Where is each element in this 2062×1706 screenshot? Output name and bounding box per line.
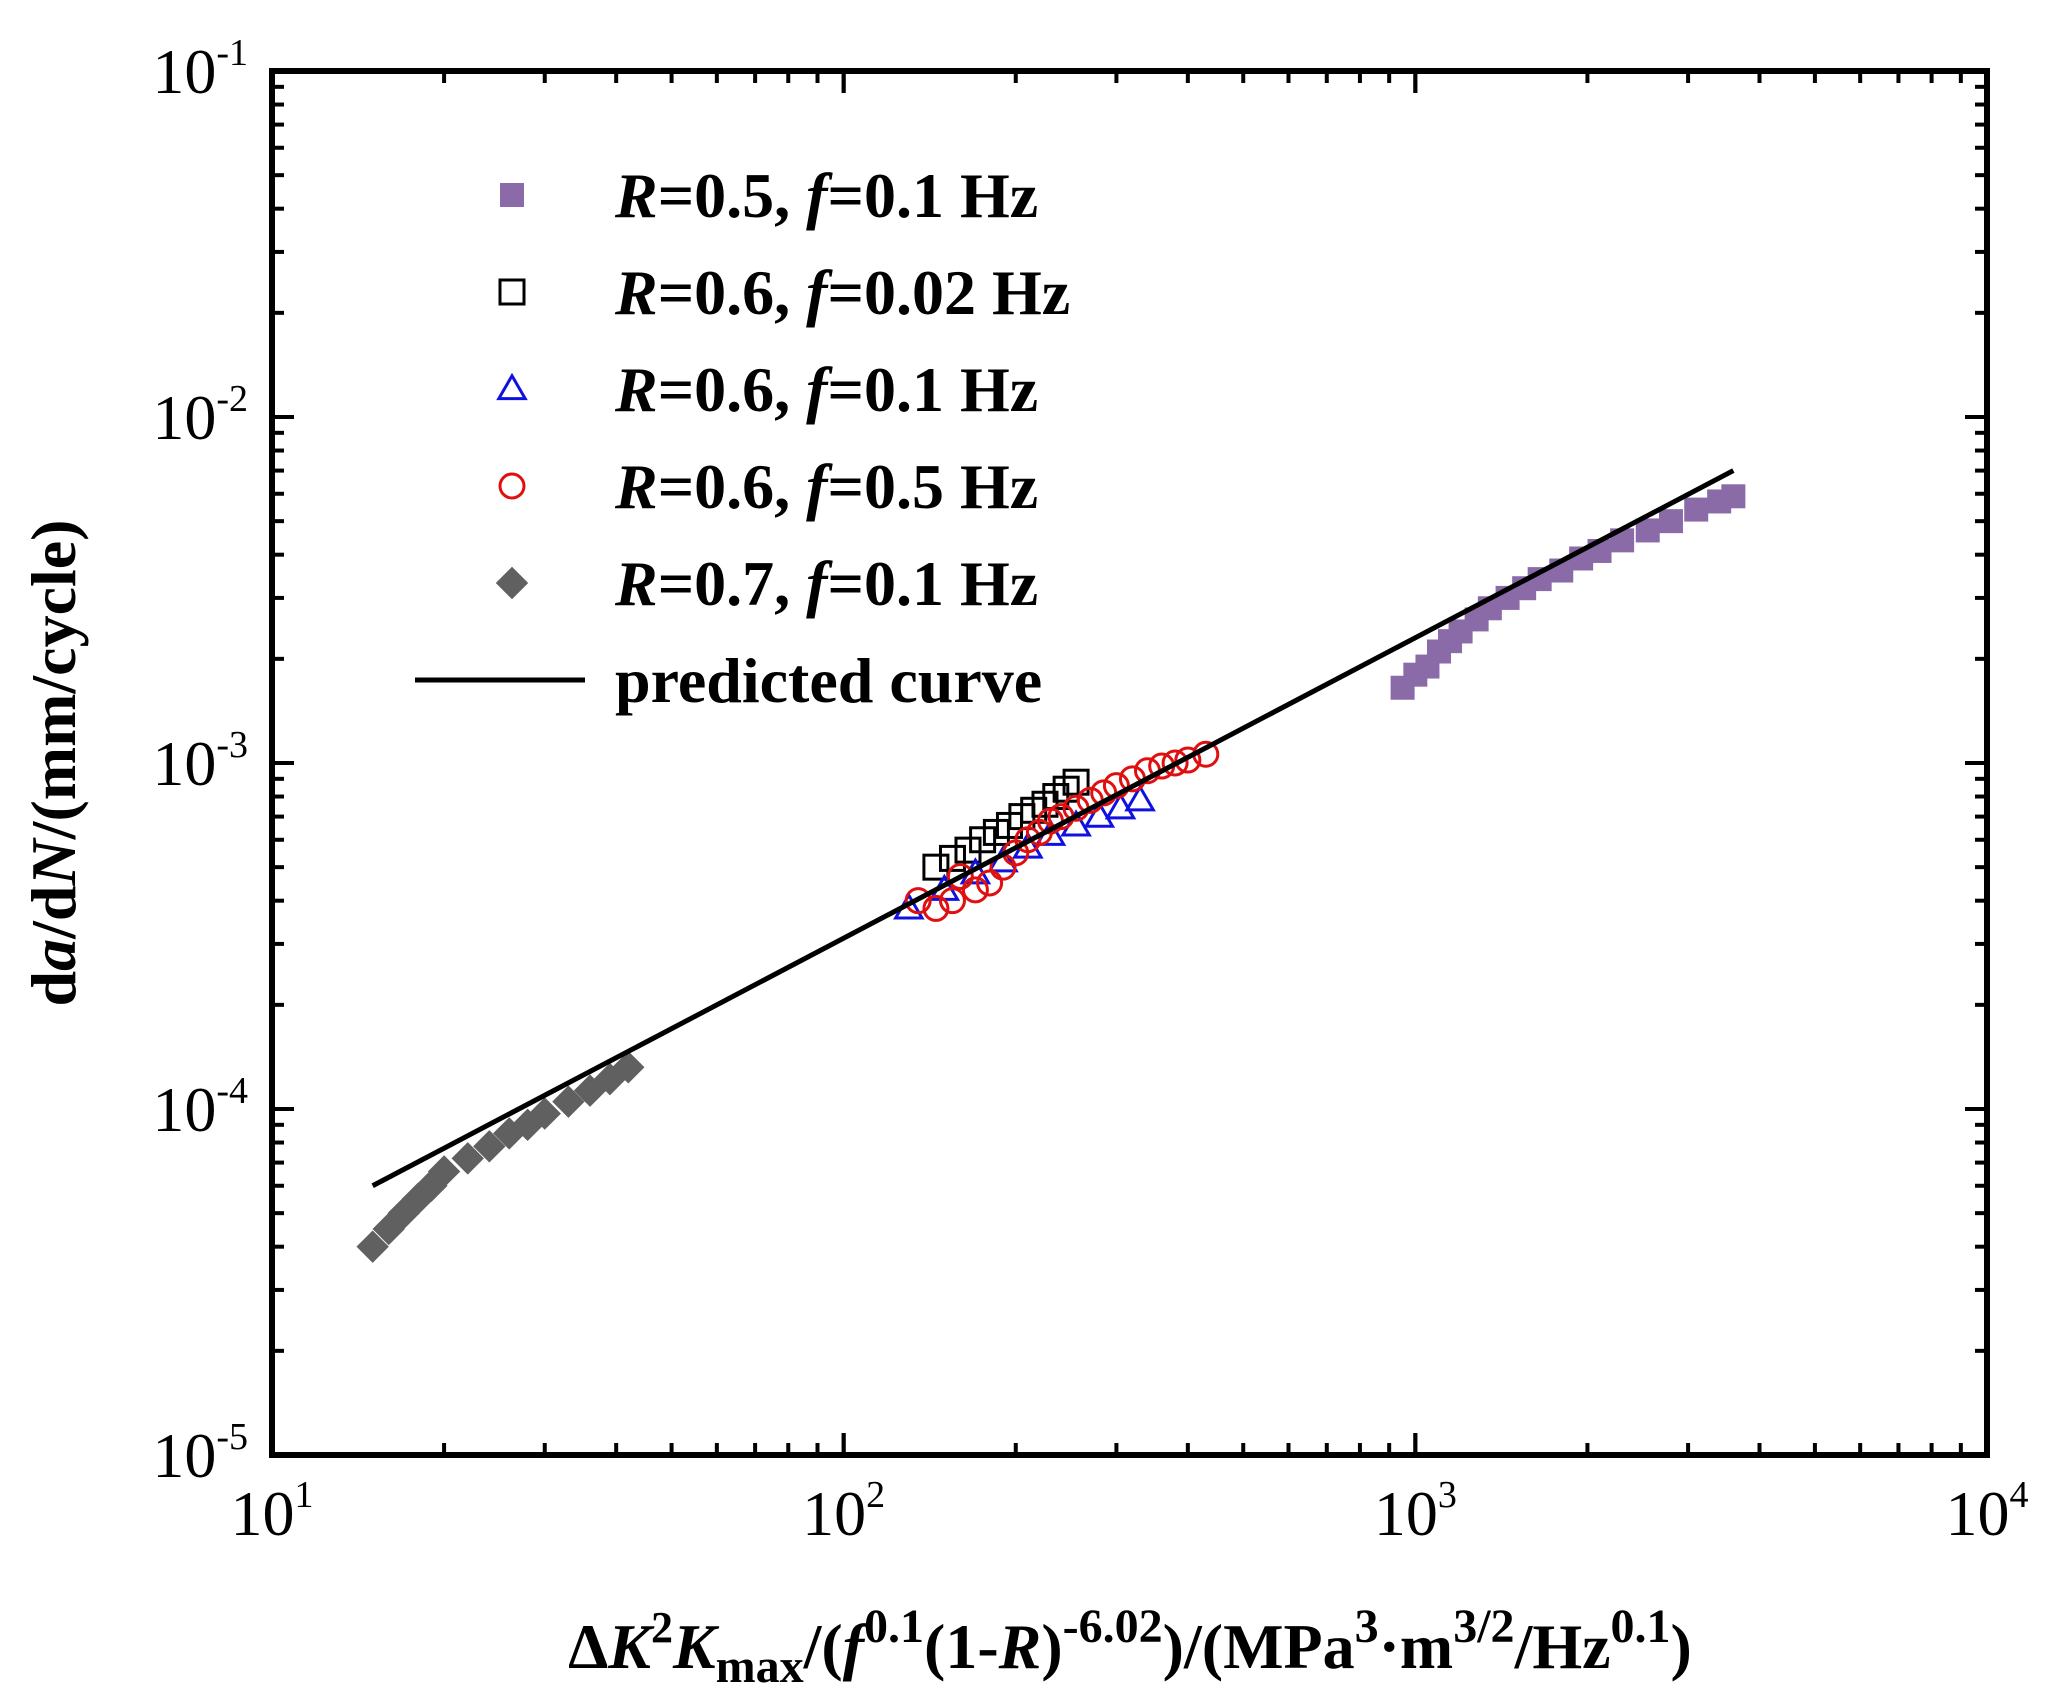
data-point — [473, 1130, 506, 1163]
data-point — [969, 826, 997, 854]
data-point — [1104, 792, 1137, 820]
data-point — [427, 1155, 461, 1188]
data-point — [612, 1051, 645, 1084]
data-point — [1083, 800, 1116, 828]
legend-item: R=0.6, f=0.02 Hz — [498, 257, 1070, 328]
data-point — [573, 1074, 607, 1107]
data-point — [1684, 497, 1709, 522]
data-point — [961, 876, 989, 904]
legend-marker — [500, 183, 524, 207]
x-axis-title: ΔK2Kmax/(f0.1(1-R)-6.02)/(MPa3·m3/2/Hz0.… — [568, 1600, 1692, 1693]
data-point — [976, 869, 1004, 897]
legend-label: R=0.6, f=0.02 Hz — [614, 257, 1070, 328]
plot-frame — [269, 68, 1990, 1458]
y-axis-title: da/dN/(mm/cycle) — [18, 520, 89, 1007]
data-point — [1161, 749, 1189, 777]
y-tick-label: 10-4 — [152, 1070, 248, 1145]
predicted-curve-line — [371, 468, 1735, 1188]
data-point — [1174, 746, 1202, 774]
legend-item: R=0.6, f=0.1 Hz — [496, 354, 1038, 425]
legend-label: R=0.6, f=0.1 Hz — [614, 354, 1038, 425]
x-tick-label: 104 — [1946, 1474, 2029, 1549]
legend-item: R=0.5, f=0.1 Hz — [500, 160, 1038, 231]
data-point — [356, 1230, 389, 1263]
y-tick-label: 10-3 — [152, 724, 248, 799]
legend-label: R=0.7, f=0.1 Hz — [614, 548, 1038, 619]
data-point — [922, 894, 950, 922]
x-tick-label: 103 — [1374, 1474, 1457, 1549]
data-point — [528, 1097, 561, 1130]
data-point — [1721, 484, 1746, 509]
x-tick-label: 102 — [802, 1474, 885, 1549]
legend-marker — [496, 372, 528, 401]
data-point — [593, 1062, 627, 1096]
axes: 101 102 103 104 10-5 10-4 10-3 10-2 10-1 — [152, 32, 2028, 1549]
data-point — [938, 887, 966, 915]
legend-label: R=0.5, f=0.1 Hz — [614, 160, 1038, 231]
data-point — [954, 836, 982, 864]
data-point — [946, 862, 974, 890]
data-point — [1124, 784, 1156, 812]
series-5 — [356, 1051, 645, 1263]
legend-label: R=0.6, f=0.5 Hz — [614, 451, 1038, 522]
data-point — [922, 853, 950, 881]
legend: R=0.5, f=0.1 Hz R=0.6, f=0.02 Hz R=0.6, f=… — [415, 160, 1070, 716]
data-point — [451, 1142, 484, 1175]
legend-marker — [495, 566, 529, 600]
data-point — [1658, 509, 1683, 534]
series-1 — [1390, 484, 1746, 700]
y-tick-label: 10-1 — [152, 32, 248, 107]
plot-marks — [356, 468, 1746, 1263]
legend-item: R=0.7, f=0.1 Hz — [495, 548, 1038, 619]
y-tick-label: 10-2 — [152, 378, 248, 453]
data-point — [938, 844, 966, 872]
legend-item: predicted curve — [415, 645, 1042, 716]
x-tick-label: 101 — [231, 1474, 314, 1549]
legend-marker — [498, 472, 526, 500]
data-point — [904, 887, 932, 915]
legend-marker — [498, 278, 526, 306]
data-point — [552, 1085, 585, 1118]
data-point — [1062, 768, 1090, 796]
y-tick-label: 10-5 — [152, 1416, 248, 1491]
data-point — [1042, 783, 1070, 811]
legend-label: predicted curve — [615, 645, 1042, 716]
legend-item: R=0.6, f=0.5 Hz — [498, 451, 1038, 522]
data-point — [372, 1212, 405, 1246]
